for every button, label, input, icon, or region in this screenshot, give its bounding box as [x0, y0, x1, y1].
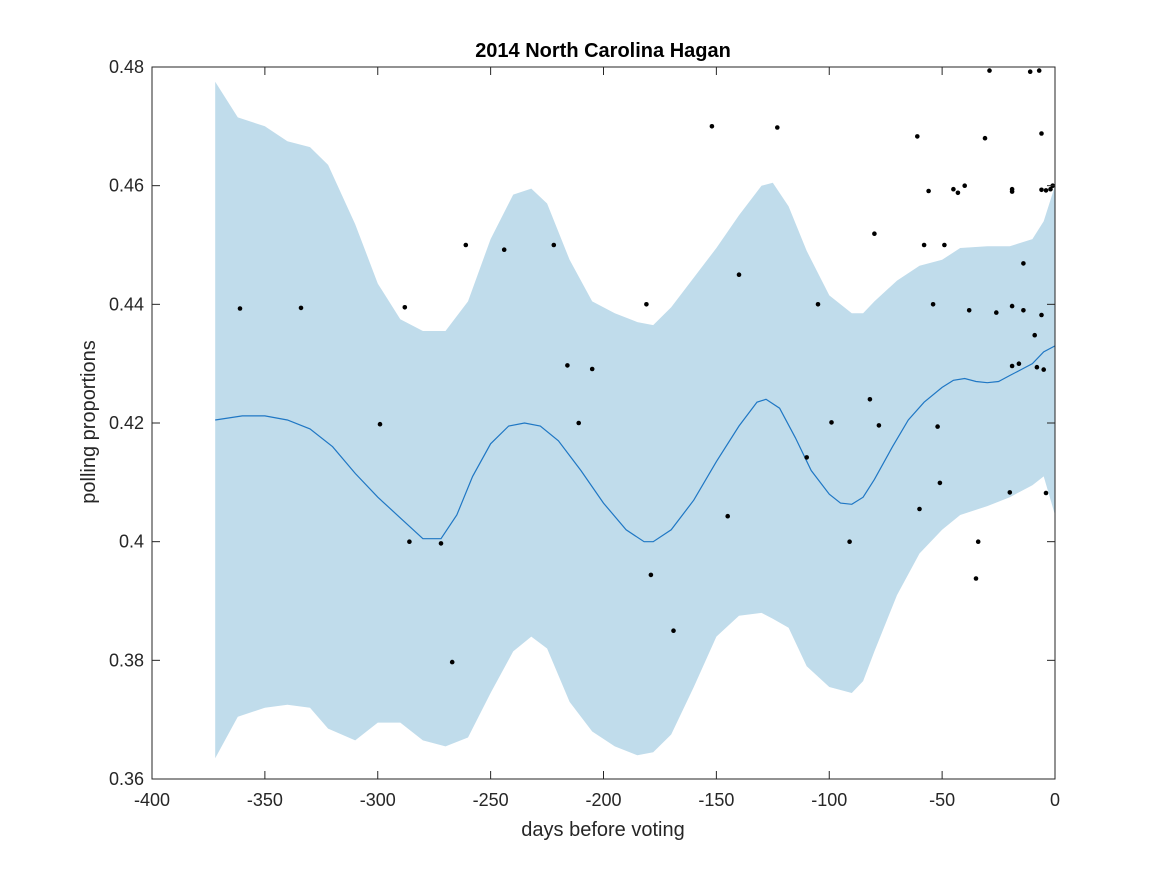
data-point — [955, 190, 961, 196]
data-point — [1039, 187, 1044, 193]
data-point — [973, 576, 979, 581]
x-axis-label: days before voting — [521, 819, 684, 841]
data-point — [1016, 361, 1022, 367]
data-point — [1036, 68, 1042, 73]
y-tick-label: 0.46 — [109, 176, 144, 196]
y-tick-label: 0.38 — [109, 650, 144, 670]
confidence-band — [215, 81, 1055, 759]
data-point — [407, 539, 412, 544]
data-point — [915, 134, 920, 139]
data-point — [1039, 312, 1044, 318]
x-tick-label: -200 — [585, 790, 621, 810]
data-point — [872, 231, 877, 236]
y-ticks: 0.36 0.38 0.4 0.42 0.44 0.46 0.48 — [109, 57, 1055, 789]
data-point — [648, 572, 654, 578]
x-tick-label: -150 — [698, 790, 734, 810]
data-point — [926, 188, 931, 194]
data-point — [994, 310, 999, 315]
data-point — [876, 423, 882, 428]
y-tick-label: 0.4 — [119, 532, 144, 552]
data-point — [501, 247, 507, 252]
data-point — [1048, 186, 1053, 192]
data-point — [1043, 188, 1049, 193]
x-tick-label: -300 — [360, 790, 396, 810]
x-tick-label: -100 — [811, 790, 847, 810]
x-tick-label: -400 — [134, 790, 170, 810]
chart-title: 2014 North Carolina Hagan — [475, 40, 731, 62]
data-point — [237, 306, 243, 311]
y-tick-label: 0.36 — [109, 769, 144, 789]
data-point — [671, 628, 676, 633]
data-point — [377, 421, 383, 427]
x-tick-label: 0 — [1050, 790, 1060, 810]
data-point — [589, 366, 595, 372]
data-point — [449, 659, 455, 665]
data-point — [1021, 261, 1026, 266]
data-point — [951, 186, 956, 192]
data-point — [1007, 490, 1013, 495]
data-point — [921, 242, 927, 248]
data-point — [930, 302, 936, 307]
data-point — [775, 125, 780, 130]
y-tick-label: 0.48 — [109, 57, 144, 77]
data-point — [867, 397, 873, 402]
data-point — [402, 305, 408, 310]
data-point — [1009, 186, 1015, 192]
data-point — [1021, 308, 1026, 313]
data-point — [829, 420, 834, 425]
trend-line — [215, 345, 1056, 543]
data-point — [1009, 363, 1015, 369]
data-point — [551, 242, 557, 248]
y-axis-label: polling proportions — [78, 340, 100, 503]
x-tick-label: -350 — [247, 790, 283, 810]
plot-area — [151, 66, 1056, 780]
data-point — [1041, 367, 1046, 372]
data-point — [804, 455, 809, 460]
data-point — [1027, 69, 1033, 74]
data-point — [725, 513, 730, 519]
data-point — [1039, 131, 1044, 136]
data-point — [917, 506, 922, 512]
data-point — [709, 124, 715, 129]
y-tick-label: 0.42 — [109, 413, 144, 433]
data-point — [987, 68, 992, 73]
data-point — [942, 242, 947, 248]
data-point — [966, 308, 972, 313]
data-point — [1009, 303, 1015, 309]
data-point — [815, 302, 821, 307]
data-point — [736, 272, 742, 278]
data-point — [576, 420, 581, 426]
data-point — [847, 539, 852, 544]
y-tick-label: 0.44 — [109, 294, 144, 314]
data-point — [438, 541, 444, 546]
data-point — [298, 305, 304, 311]
x-tick-label: -250 — [473, 790, 509, 810]
data-point — [1032, 332, 1037, 338]
x-tick-label: -50 — [929, 790, 955, 810]
x-ticks: -400 -350 -300 -250 -200 -150 -100 -50 0 — [134, 67, 1060, 810]
data-point — [937, 480, 943, 486]
data-point — [463, 242, 469, 248]
data-point — [644, 302, 649, 307]
data-point — [935, 424, 940, 429]
data-point — [962, 183, 967, 188]
data-point — [1034, 364, 1040, 370]
data-point — [982, 135, 988, 141]
data-point — [975, 539, 981, 544]
data-point — [565, 363, 570, 368]
data-point — [1043, 490, 1049, 496]
